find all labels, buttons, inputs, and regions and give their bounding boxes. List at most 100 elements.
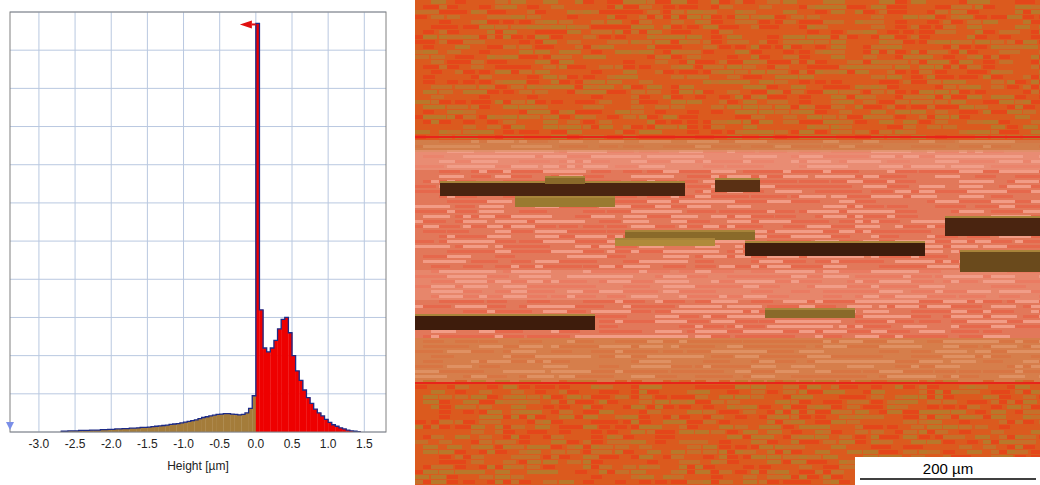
texture-spot [567, 50, 581, 54]
texture-spot [927, 20, 939, 24]
texture-spot [415, 130, 430, 134]
texture-spot [999, 55, 1010, 59]
texture-spot [839, 85, 850, 89]
texture-streak [855, 225, 880, 228]
texture-spot [719, 5, 733, 9]
texture-spot [599, 65, 613, 69]
texture-spot [647, 130, 662, 134]
texture-streak [471, 175, 491, 178]
histogram-bar [202, 417, 206, 432]
texture-spot [887, 80, 899, 84]
texture-streak [807, 220, 829, 223]
texture-streak [423, 220, 446, 223]
texture-spot [1031, 90, 1040, 94]
texture-spot [615, 90, 626, 94]
texture-spot [583, 0, 594, 4]
texture-spot [855, 70, 869, 74]
texture-spot [759, 105, 772, 109]
x-grid-line [75, 12, 76, 432]
texture-spot [791, 85, 806, 89]
x-tick-label: -1.5 [137, 437, 158, 451]
texture-spot [815, 60, 827, 64]
texture-spot [671, 20, 684, 24]
texture-spot [799, 100, 811, 104]
texture-spot [447, 5, 458, 9]
texture-spot [887, 45, 902, 49]
texture-streak [991, 195, 1013, 198]
texture-spot [639, 20, 652, 24]
texture-spot [431, 115, 446, 119]
y-grid-line [10, 202, 386, 203]
texture-spot [831, 20, 844, 24]
texture-spot [855, 130, 869, 134]
texture-spot [687, 130, 699, 134]
texture-spot [959, 90, 970, 94]
texture-spot [711, 130, 722, 134]
texture-spot [647, 10, 660, 14]
texture-spot [639, 95, 650, 99]
texture-spot [495, 0, 508, 4]
texture-spot [727, 35, 742, 39]
texture-streak [527, 210, 547, 213]
texture-spot [711, 15, 722, 19]
texture-spot [535, 35, 549, 39]
texture-spot [567, 125, 581, 129]
texture-spot [503, 90, 514, 94]
texture-spot [599, 100, 612, 104]
texture-spot [599, 120, 612, 124]
texture-spot [807, 30, 819, 34]
texture-spot [431, 105, 445, 109]
texture-spot [503, 115, 517, 119]
texture-spot [935, 60, 949, 64]
texture-spot [455, 105, 468, 109]
texture-spot [839, 120, 853, 124]
texture-spot [711, 65, 724, 69]
texture-spot [743, 105, 758, 109]
texture-streak [895, 210, 917, 213]
texture-spot [455, 0, 466, 4]
texture-spot [559, 115, 570, 119]
x-tick-label: 0.5 [284, 437, 301, 451]
texture-spot [775, 15, 786, 19]
texture-streak [879, 235, 899, 238]
texture-spot [775, 70, 788, 74]
texture-spot [815, 45, 826, 49]
texture-streak [719, 240, 745, 243]
texture-spot [895, 25, 907, 29]
texture-spot [751, 85, 766, 89]
texture-spot [911, 75, 923, 79]
texture-streak [591, 170, 611, 173]
texture-spot [903, 130, 916, 134]
texture-spot [983, 120, 998, 124]
texture-streak [655, 225, 675, 228]
texture-spot [991, 75, 1003, 79]
texture-spot [975, 130, 990, 134]
height-map [415, 0, 1040, 485]
texture-spot [503, 130, 514, 134]
texture-streak [527, 215, 552, 218]
texture-spot [1007, 30, 1020, 34]
texture-streak [1023, 205, 1040, 208]
texture-spot [727, 120, 741, 124]
texture-spot [799, 55, 810, 59]
texture-spot [879, 35, 894, 39]
histogram-bar [198, 419, 202, 432]
texture-spot [519, 70, 532, 74]
texture-spot [959, 115, 970, 119]
histogram-bar [187, 421, 191, 432]
texture-streak [999, 170, 1023, 173]
texture-spot [1039, 90, 1040, 94]
x-tick-label: 0.0 [248, 437, 265, 451]
texture-spot [943, 30, 956, 34]
texture-spot [591, 110, 602, 114]
texture-streak [807, 225, 831, 228]
texture-streak [583, 225, 604, 228]
texture-spot [679, 65, 693, 69]
texture-spot [663, 115, 677, 119]
texture-spot [431, 60, 444, 64]
texture-streak [855, 200, 876, 203]
x-grid-line [328, 12, 329, 432]
texture-spot [519, 65, 531, 69]
texture-streak [423, 205, 450, 208]
texture-streak [415, 240, 434, 243]
